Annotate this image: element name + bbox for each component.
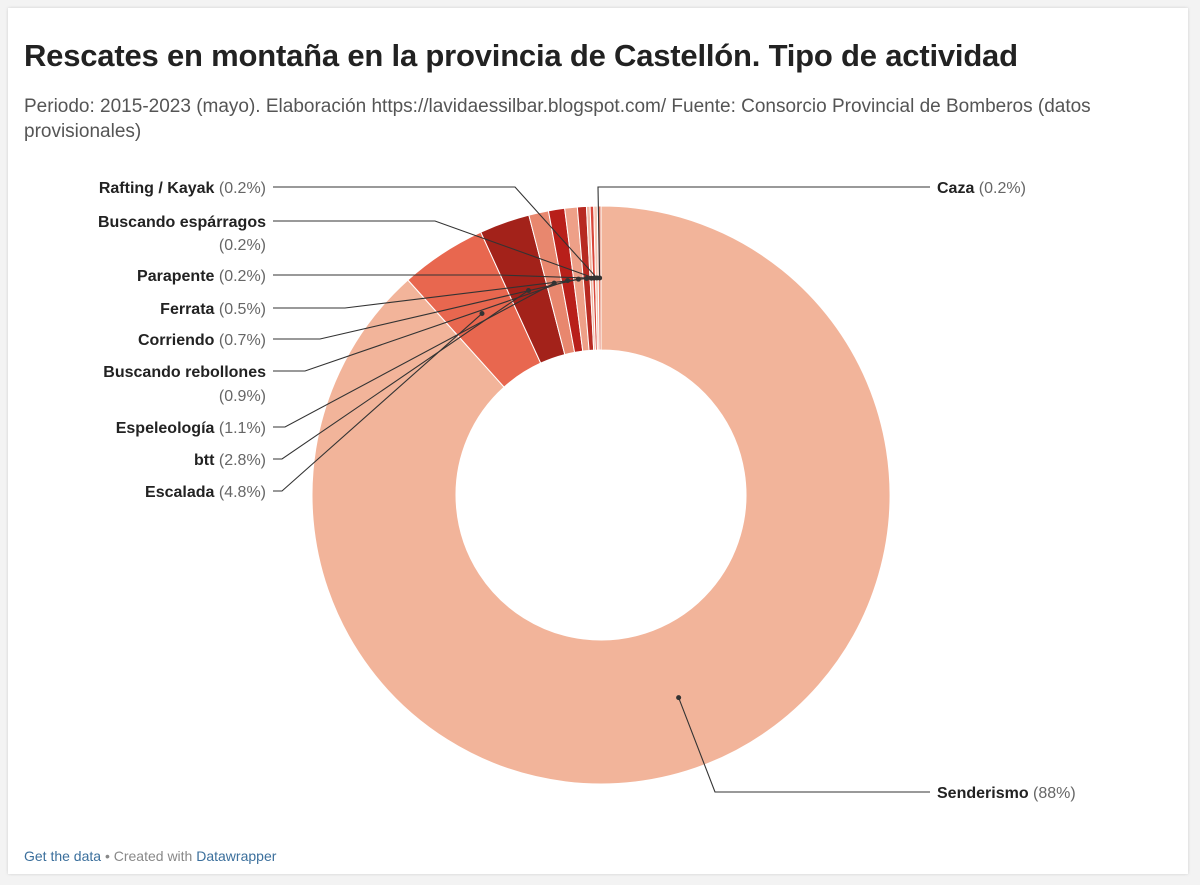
label-percent: (0.2%) xyxy=(214,268,266,285)
label-espeleologia: Espeleología (1.1%) xyxy=(116,420,266,437)
label-escalada: Escalada (4.8%) xyxy=(145,484,266,501)
label-name: Espeleología xyxy=(116,420,215,437)
label-percent: (0.9%) xyxy=(219,388,266,405)
chart-card: Rescates en montaña en la provincia de C… xyxy=(8,8,1188,874)
label-caza: Caza (0.2%) xyxy=(937,180,1026,197)
chart-title: Rescates en montaña en la provincia de C… xyxy=(24,38,1018,73)
leader-line-parapente xyxy=(273,274,592,279)
label-name: Rafting / Kayak xyxy=(99,180,215,197)
label-name: Corriendo xyxy=(138,332,215,349)
label-name: Escalada xyxy=(145,484,214,501)
label-percent: (2.8%) xyxy=(214,452,266,469)
label-percent: (0.2%) xyxy=(974,180,1026,197)
label-percent: (0.2%) xyxy=(219,237,266,254)
leader-line-btt xyxy=(273,290,529,460)
label-buscando-rebollones: Buscando rebollones (0.9%) xyxy=(103,364,266,405)
leader-line-senderismo xyxy=(678,697,930,793)
leader-line-espeleologia xyxy=(273,282,555,428)
leader-line-buscando-esparragos xyxy=(273,220,595,279)
leader-dot-escalada xyxy=(479,311,485,317)
label-name: Caza xyxy=(937,180,974,197)
label-senderismo: Senderismo (88%) xyxy=(937,785,1076,802)
chart-subtitle: Periodo: 2015-2023 (mayo). Elaboración h… xyxy=(24,96,1091,142)
leader-dot-caza xyxy=(597,275,603,281)
label-rafting-kayak: Rafting / Kayak (0.2%) xyxy=(99,180,266,197)
leader-line-buscando-rebollones xyxy=(273,280,568,372)
label-name: Buscando espárragos xyxy=(98,214,266,231)
get-data-link[interactable]: Get the data xyxy=(24,848,102,864)
datawrapper-link[interactable]: Datawrapper xyxy=(196,848,277,864)
label-ferrata: Ferrata (0.5%) xyxy=(160,301,266,318)
label-btt: btt (2.8%) xyxy=(194,452,266,469)
leader-line-caza xyxy=(597,186,930,279)
footer: Get the data • Created with Datawrapper xyxy=(24,848,276,864)
label-percent: (0.5%) xyxy=(214,301,266,318)
label-name: Ferrata xyxy=(160,301,214,318)
leader-line-escalada xyxy=(273,313,483,492)
footer-separator: • Created with xyxy=(101,848,197,864)
label-percent: (1.1%) xyxy=(214,420,266,437)
label-name: btt xyxy=(194,452,215,469)
label-percent: (88%) xyxy=(1029,785,1076,802)
label-percent: (4.8%) xyxy=(214,484,266,501)
label-percent: (0.2%) xyxy=(214,180,266,197)
leader-line-rafting-kayak xyxy=(273,186,598,279)
label-name: Buscando rebollones xyxy=(103,364,266,381)
leader-line-corriendo xyxy=(273,278,579,340)
label-percent: (0.7%) xyxy=(214,332,266,349)
label-name: Parapente xyxy=(137,268,214,285)
label-name: Senderismo xyxy=(937,785,1029,802)
label-buscando-esparragos: Buscando espárragos (0.2%) xyxy=(98,214,266,254)
label-corriendo: Corriendo (0.7%) xyxy=(138,332,266,349)
leader-line-ferrata xyxy=(273,277,587,309)
slice-senderismo[interactable] xyxy=(311,205,891,785)
label-parapente: Parapente (0.2%) xyxy=(137,268,266,285)
leader-dot-senderismo xyxy=(676,695,682,701)
